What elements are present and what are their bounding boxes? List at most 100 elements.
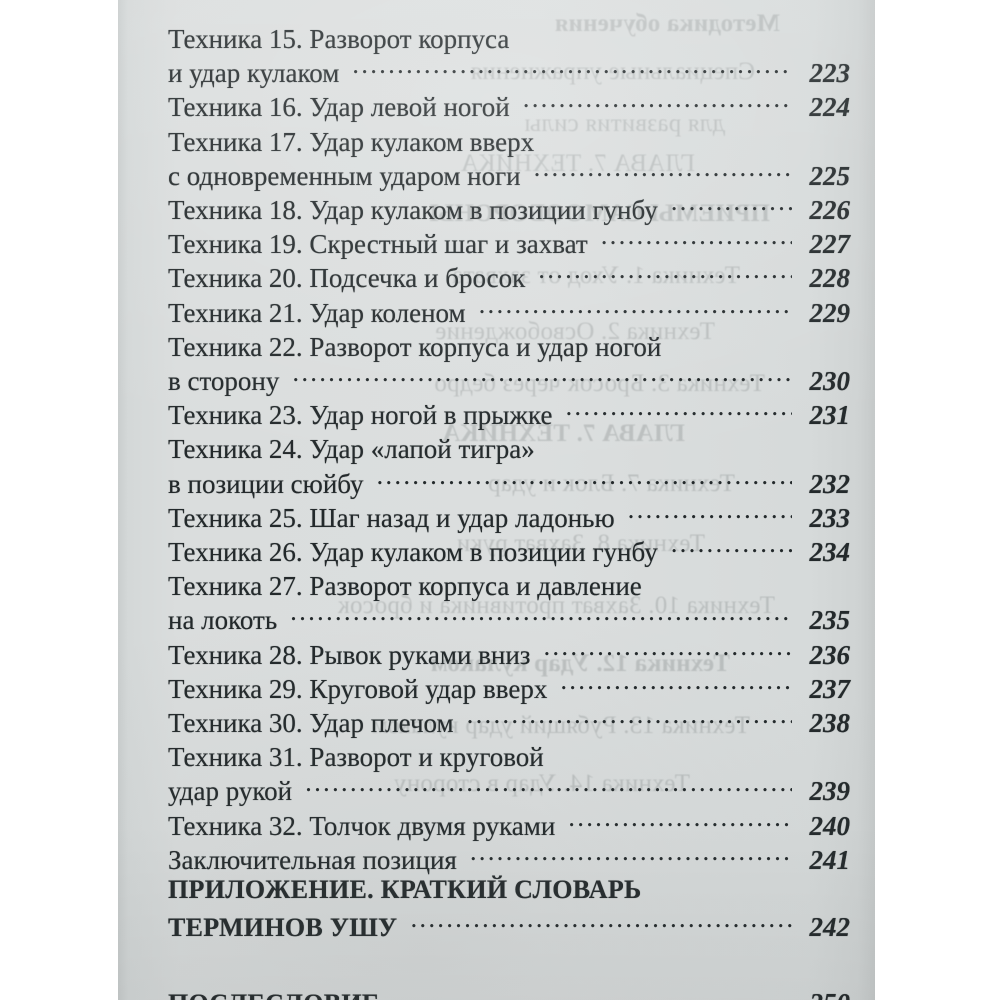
toc-leader-dots: [671, 531, 792, 561]
toc-leader-dots: [290, 599, 792, 629]
toc-entry: Техника 25. Шаг назад и удар ладонью 233: [168, 497, 850, 533]
toc-page-number: 227: [809, 229, 851, 260]
toc-entry-label: Техника 28. Рывок руками вниз: [168, 639, 531, 670]
toc-leader-dots: [547, 736, 792, 766]
toc-entry-label: в сторону: [168, 366, 280, 396]
toc-page-number: 241: [809, 844, 851, 875]
toc-leader-dots: [393, 982, 792, 1000]
toc-entry-label: ПРИЛОЖЕНИЕ. КРАТКИЙ СЛОВАРЬ: [168, 875, 642, 904]
toc-page-number: 236: [809, 639, 851, 670]
toc-page-number: 229: [809, 297, 851, 328]
toc-entry-label: и удар кулаком: [168, 58, 340, 89]
toc-page-number: 238: [809, 708, 851, 738]
paper-sheet: Методика обучения Специальные упражнения д…: [118, 0, 875, 1000]
toc-leader-dots: [538, 428, 792, 458]
toc-page-number: 240: [809, 810, 851, 841]
toc-leader-dots: [645, 565, 792, 595]
toc-entry: ТЕРМИНОВ УШУ 242: [168, 906, 850, 942]
toc-entry: Техника 26. Удар кулаком в позиции гунбу…: [168, 531, 850, 567]
toc-entry-label: ТЕРМИНОВ УШУ: [168, 913, 398, 942]
toc-entry-label: Техника 22. Разворот корпуса и удар ного…: [168, 331, 662, 362]
toc-entry: ПРИЛОЖЕНИЕ. КРАТКИЙ СЛОВАРЬ: [168, 868, 850, 904]
toc-entry-label: Техника 24. Удар «лапой тигра»: [168, 434, 535, 465]
toc-entry: Техника 17. Удар кулаком вверх: [168, 121, 850, 157]
toc-entry: удар рукой 239: [168, 770, 850, 806]
toc-page-number: 239: [809, 776, 851, 807]
toc-entry: Техника 24. Удар «лапой тигра»: [168, 428, 850, 464]
toc-entry-label: ПОСЛЕСЛОВИЕ: [168, 987, 380, 1000]
toc-leader-dots: [568, 805, 792, 835]
toc-entry: Техника 21. Удар коленом 229: [168, 292, 850, 328]
toc-leader-dots: [538, 257, 792, 287]
toc-entry-label: Техника 17. Удар кулаком вверх: [168, 126, 535, 157]
toc-entry-label: Техника 15. Разворот корпуса: [168, 24, 510, 54]
toc-leader-dots: [543, 634, 792, 664]
toc-entry-label: Техника 31. Разворот и круговой: [168, 742, 544, 773]
toc-leader-dots: [628, 497, 792, 527]
toc-page-number: 232: [809, 468, 851, 499]
toc-entry: с одновременным ударом ноги 225: [168, 155, 850, 191]
toc-leader-dots: [352, 52, 792, 82]
toc-entry: Техника 16. Удар левой ногой 224: [168, 86, 850, 122]
toc-leader-dots: [305, 770, 792, 800]
toc-leader-dots: [470, 839, 792, 869]
toc-entry: Техника 20. Подсечка и бросок 228: [168, 257, 850, 293]
toc-entry-label: Техника 29. Круговой удар вверх: [168, 673, 548, 704]
toc-entry-label: Техника 19. Скрестный шаг и захват: [168, 229, 588, 260]
toc-entry: Техника 28. Рывок руками вниз 236: [168, 634, 850, 670]
toc-entry: на локоть 235: [168, 599, 850, 635]
toc-leader-dots: [645, 868, 792, 898]
toc-entry: Техника 27. Разворот корпуса и давление: [168, 565, 850, 601]
toc-page-number: 230: [809, 366, 851, 396]
table-of-contents: Техника 15. Разворот корпуса и удар кулак…: [118, 0, 875, 1000]
toc-page-number: 234: [809, 537, 851, 567]
toc-page-number: 242: [809, 912, 851, 942]
toc-leader-dots: [410, 906, 792, 936]
toc-entry-label: Техника 23. Удар ногой в прыжке: [168, 400, 553, 431]
toc-entry: Техника 30. Удар плечом 238: [168, 702, 850, 738]
toc-entry: Техника 18. Удар кулаком в позиции гунбу…: [168, 189, 850, 225]
toc-entry: Техника 22. Разворот корпуса и удар ного…: [168, 326, 850, 362]
toc-entry: Техника 15. Разворот корпуса: [168, 18, 850, 54]
toc-page-number: 231: [809, 400, 851, 431]
toc-page-number: 224: [809, 92, 851, 123]
toc-leader-dots: [565, 394, 792, 424]
toc-page-number: 250: [794, 986, 851, 1000]
toc-entry-label: Техника 26. Удар кулаком в позиции гунбу: [168, 537, 658, 567]
toc-leader-dots: [292, 360, 792, 390]
toc-leader-dots: [376, 463, 792, 493]
toc-entry: и удар кулаком 223: [168, 52, 850, 88]
toc-page-number: 226: [809, 195, 851, 225]
toc-entry: Техника 23. Удар ногой в прыжке 231: [168, 394, 850, 430]
toc-leader-dots: [560, 668, 792, 698]
toc-entry-label: Техника 32. Толчок двумя руками: [168, 810, 556, 841]
toc-entry-label: Техника 27. Разворот корпуса и давление: [168, 571, 642, 602]
toc-entry: Техника 19. Скрестный шаг и захват 227: [168, 223, 850, 259]
toc-entry: Техника 29. Круговой удар вверх 237: [168, 668, 850, 704]
toc-entry-label: с одновременным ударом ноги: [168, 160, 521, 191]
toc-entry: Заключительная позиция 241: [168, 839, 850, 875]
toc-page-number: 228: [809, 263, 851, 294]
toc-leader-dots: [523, 86, 792, 116]
toc-leader-dots: [601, 223, 792, 253]
toc-page-number: 237: [809, 673, 851, 704]
toc-entry-label: Техника 25. Шаг назад и удар ладонью: [168, 502, 615, 533]
toc-entry: в позиции сюйбу 232: [168, 463, 850, 499]
toc-entry-label: Заключительная позиция: [168, 844, 457, 875]
toc-leader-dots: [537, 121, 792, 151]
toc-page-number: 223: [809, 58, 851, 89]
toc-entry-label: Техника 18. Удар кулаком в позиции гунбу: [168, 195, 658, 225]
toc-entry: Техника 32. Толчок двумя руками 240: [168, 805, 850, 841]
toc-entry: Техника 31. Разворот и круговой: [168, 736, 850, 772]
toc-page-number: 225: [809, 160, 851, 191]
toc-entry-label: Техника 21. Удар коленом: [168, 297, 466, 328]
toc-leader-dots: [512, 18, 792, 48]
toc-entry-label: в позиции сюйбу: [168, 468, 364, 499]
toc-entry: ПОСЛЕСЛОВИЕ 250: [168, 982, 850, 1000]
toc-entry: в сторону 230: [168, 360, 850, 396]
toc-leader-dots: [534, 155, 792, 185]
toc-page-number: 235: [809, 605, 851, 636]
toc-entry-label: Техника 16. Удар левой ногой: [168, 92, 510, 123]
toc-entry-label: Техника 20. Подсечка и бросок: [168, 263, 526, 294]
